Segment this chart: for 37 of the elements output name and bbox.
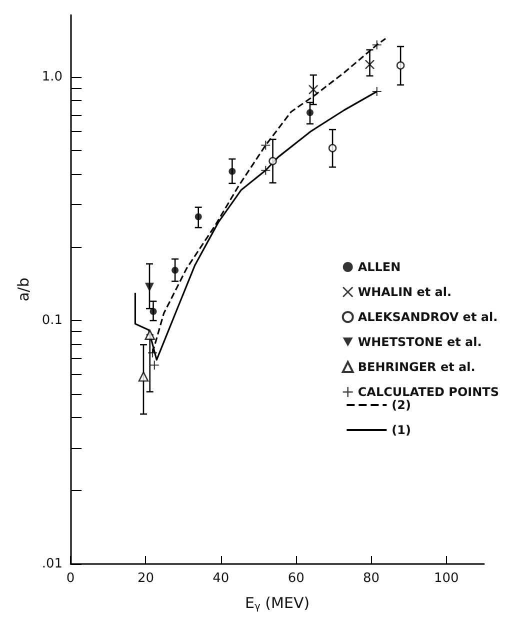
y-tick-label: 0.1 bbox=[42, 313, 63, 328]
legend-label: WHETSTONE et al. bbox=[358, 335, 482, 349]
point bbox=[372, 87, 382, 96]
point bbox=[144, 330, 156, 340]
point bbox=[328, 144, 337, 152]
y-tick-label: 1.0 bbox=[42, 70, 63, 85]
y-axis-title: a/b bbox=[14, 278, 32, 302]
x-tick-label: 0 bbox=[66, 571, 75, 586]
x-tick-label: 60 bbox=[288, 571, 304, 586]
point bbox=[148, 348, 158, 358]
y-tick-label: .01 bbox=[42, 556, 63, 572]
legend-label: (1) bbox=[392, 423, 412, 437]
legend-label: ALEKSANDROV et al. bbox=[358, 310, 498, 324]
x-tick-label: 100 bbox=[434, 571, 459, 586]
point bbox=[145, 282, 154, 292]
legend-label: CALCULATED POINTS bbox=[358, 385, 500, 399]
point bbox=[261, 140, 270, 150]
legend-label: ALLEN bbox=[358, 260, 401, 274]
x-tick-label: 80 bbox=[362, 571, 380, 586]
point bbox=[365, 60, 374, 69]
point bbox=[306, 109, 314, 116]
x-tick-label: 20 bbox=[137, 571, 154, 586]
point bbox=[261, 166, 270, 175]
point bbox=[268, 156, 277, 166]
legend-label: WHALIN et al. bbox=[358, 285, 452, 299]
point bbox=[228, 168, 236, 175]
legend-label: BEHRINGER et al. bbox=[358, 360, 476, 374]
x-tick-label: 40 bbox=[212, 571, 230, 586]
point bbox=[172, 266, 179, 274]
point bbox=[308, 85, 318, 94]
point bbox=[138, 371, 149, 382]
point bbox=[150, 308, 157, 315]
point bbox=[150, 360, 159, 370]
point bbox=[396, 61, 405, 70]
point bbox=[372, 40, 382, 50]
point bbox=[194, 213, 202, 220]
legend-label: (2) bbox=[392, 398, 412, 412]
